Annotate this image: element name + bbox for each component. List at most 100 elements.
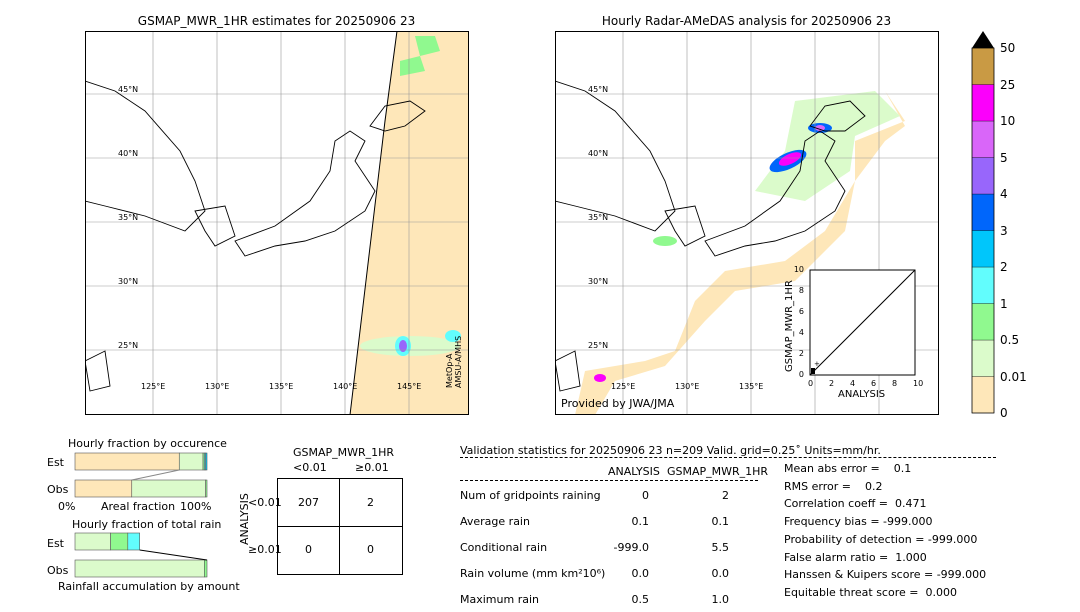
cell: 2 (367, 496, 374, 509)
analysis-value: 0.5 (631, 593, 650, 606)
row-label: Est (47, 537, 64, 550)
contingency-table: 207 2 0 0 (277, 478, 403, 575)
scatter-y-tick: 6 (798, 307, 804, 316)
right-map-title: Hourly Radar-AMeDAS analysis for 2025090… (601, 14, 892, 28)
colorbar-segment (971, 303, 995, 341)
cell: 207 (298, 496, 319, 509)
lon-tick: 130°E (675, 382, 700, 391)
fraction-bar-segment (74, 452, 180, 471)
x-tick: 0% (58, 500, 76, 513)
coastline (85, 80, 426, 392)
fraction-bars (74, 452, 208, 578)
lat-tick: 35°N (588, 213, 609, 222)
colorbar-segment (971, 120, 995, 158)
stats-label: Conditional rain (460, 541, 548, 554)
lon-tick: 135°E (739, 382, 764, 391)
lat-tick: 40°N (118, 149, 139, 158)
colorbar-segment (971, 193, 995, 231)
lon-tick: 125°E (141, 382, 166, 391)
lat-tick: 25°N (118, 341, 139, 350)
fraction-bar-segment (74, 479, 133, 498)
stats-col-header: ANALYSIS (608, 465, 660, 478)
col-header: <0.01 (293, 461, 327, 474)
lon-tick: 130°E (205, 382, 230, 391)
row-header: ≥0.01 (248, 543, 282, 556)
analysis-value: -999.0 (613, 541, 649, 554)
colorbar-segment (971, 47, 995, 85)
scatter-x-tick: 6 (871, 379, 877, 388)
lon-tick: 125°E (611, 382, 636, 391)
gsmap-value: 2 (722, 489, 729, 502)
fraction-bar-segment (204, 559, 208, 578)
scatter-y-tick: 4 (798, 328, 804, 337)
lat-tick: 45°N (118, 85, 139, 94)
scatter-y-tick: 8 (798, 286, 804, 295)
gsmap-value: 5.5 (711, 541, 730, 554)
row-label: Obs (47, 483, 69, 496)
lat-tick: 35°N (118, 213, 139, 222)
colorbar-segment (971, 376, 995, 414)
stats-label: Num of gridpoints raining (460, 489, 601, 502)
colorbar-label: 4 (1000, 187, 1008, 201)
lon-tick: 140°E (333, 382, 358, 391)
colorbar-segment (971, 266, 995, 304)
cell: 0 (367, 543, 374, 556)
scatter-x-tick: 10 (913, 379, 924, 388)
stats-col-header: GSMAP_MWR_1HR (667, 465, 769, 478)
row-label: Obs (47, 564, 69, 577)
stats-label: Rain volume (mm km²10⁶) (460, 567, 606, 580)
cell: 0 (305, 543, 312, 556)
colorbar-label: 10 (1000, 114, 1016, 128)
sensor-label: MetOp-A AMSU-A/MHS (445, 335, 463, 388)
col-header: ≥0.01 (355, 461, 389, 474)
score-line: Frequency bias = -999.000 (784, 515, 933, 529)
fraction-bar-segment (127, 532, 140, 551)
row-label: Est (47, 456, 64, 469)
inset-scatter: + (809, 269, 916, 376)
scatter-xlabel: ANALYSIS (838, 389, 886, 400)
score-line: Hanssen & Kuipers score = -999.000 (784, 568, 987, 582)
colorbar-label: 2 (1000, 260, 1008, 274)
scatter-x-tick: 4 (850, 379, 856, 388)
colorbar-extend-arrow (972, 31, 994, 48)
colorbar-segment (971, 84, 995, 122)
colorbar-label: 3 (1000, 223, 1008, 238)
colorbar-label: 0 (1000, 406, 1008, 420)
colorbar-label: 0.5 (1000, 333, 1020, 347)
colorbar-label: 25 (1000, 77, 1016, 92)
fraction-bar-segment (205, 452, 208, 471)
colorbar-label: 0.01 (1000, 369, 1027, 384)
lon-tick: 145°E (397, 382, 422, 391)
colorbar-label: 1 (1000, 296, 1008, 311)
scatter-x-tick: 8 (892, 379, 898, 388)
scatter-y-tick: 0 (798, 370, 804, 379)
scatter-y-tick: 10 (793, 265, 804, 274)
svg-text:+: + (814, 360, 820, 368)
analysis-value: 0 (642, 489, 649, 502)
scatter-x-tick: 0 (808, 379, 814, 388)
analysis-value: 0.1 (631, 515, 650, 528)
gsmap-value: 0.1 (711, 515, 730, 528)
lat-tick: 25°N (588, 341, 609, 350)
colorbar-segment (971, 339, 995, 377)
stats-label: Average rain (460, 515, 530, 528)
score-line: Correlation coeff = 0.471 (784, 497, 927, 511)
scatter-y-tick: 2 (798, 349, 804, 358)
rain-fraction-title: Hourly fraction of total rain (72, 518, 222, 531)
x-tick: 100% (180, 500, 212, 513)
row-header: <0.01 (248, 496, 282, 509)
rain-fraction-xlabel: Rainfall accumulation by amount (58, 580, 240, 593)
graticule (85, 31, 469, 415)
score-line: Equitable threat score = 0.000 (784, 585, 957, 599)
colorbar-segment (971, 157, 995, 195)
left-map-title: GSMAP_MWR_1HR estimates for 20250906 23 (137, 14, 416, 28)
coastline (555, 80, 866, 392)
lat-tick: 40°N (588, 149, 609, 158)
occurrence-xlabel: Areal fraction (101, 500, 176, 513)
analysis-value: 0.0 (631, 567, 650, 580)
contingency-title: GSMAP_MWR_1HR (293, 446, 395, 459)
lon-tick: 135°E (269, 382, 294, 391)
scatter-ylabel: GSMAP_MWR_1HR (784, 280, 795, 372)
stats-header: Validation statistics for 20250906 23 n=… (460, 444, 881, 457)
scatter-x-tick: 2 (829, 379, 835, 388)
